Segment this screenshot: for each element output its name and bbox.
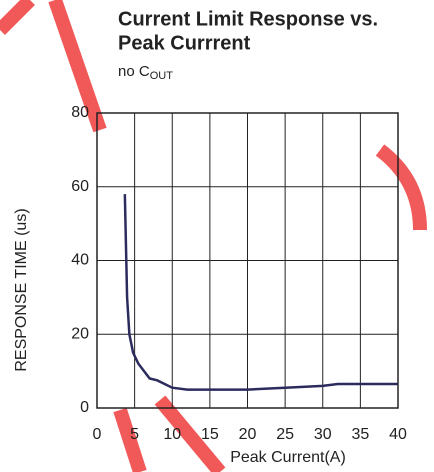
x-tick-label: 0	[93, 426, 102, 443]
subtitle-text: no C	[118, 63, 150, 80]
x-tick-label: 20	[239, 426, 257, 443]
x-tick-label: 10	[163, 426, 181, 443]
y-tick-label: 0	[80, 399, 89, 416]
y-tick-label: 60	[71, 178, 89, 195]
subtitle-subscript: OUT	[150, 70, 174, 82]
watermark-stroke	[0, 0, 35, 35]
chart-title: Current Limit Response vs.	[118, 8, 378, 30]
y-tick-label: 20	[71, 325, 89, 342]
y-tick-label: 40	[71, 252, 89, 269]
x-tick-label: 30	[314, 426, 332, 443]
chart-subtitle: no COUT	[118, 63, 173, 82]
x-axis-label: Peak Current(A)	[230, 449, 346, 466]
y-tick-label: 80	[71, 104, 89, 121]
watermark-stroke	[48, 0, 107, 133]
plot-frame	[96, 112, 399, 409]
x-tick-label: 15	[201, 426, 219, 443]
x-tick-label: 35	[351, 426, 369, 443]
x-tick-label: 25	[276, 426, 294, 443]
x-tick-label: 40	[389, 426, 407, 443]
x-tick-label: 5	[130, 426, 139, 443]
chart-title: Peak Currrent	[118, 32, 251, 54]
watermark-stroke	[375, 144, 427, 231]
watermark-stroke	[154, 395, 226, 472]
watermark-stroke	[113, 407, 147, 472]
data-line	[123, 194, 398, 391]
y-axis-label: RESPONSE TIME (us)	[13, 208, 30, 371]
